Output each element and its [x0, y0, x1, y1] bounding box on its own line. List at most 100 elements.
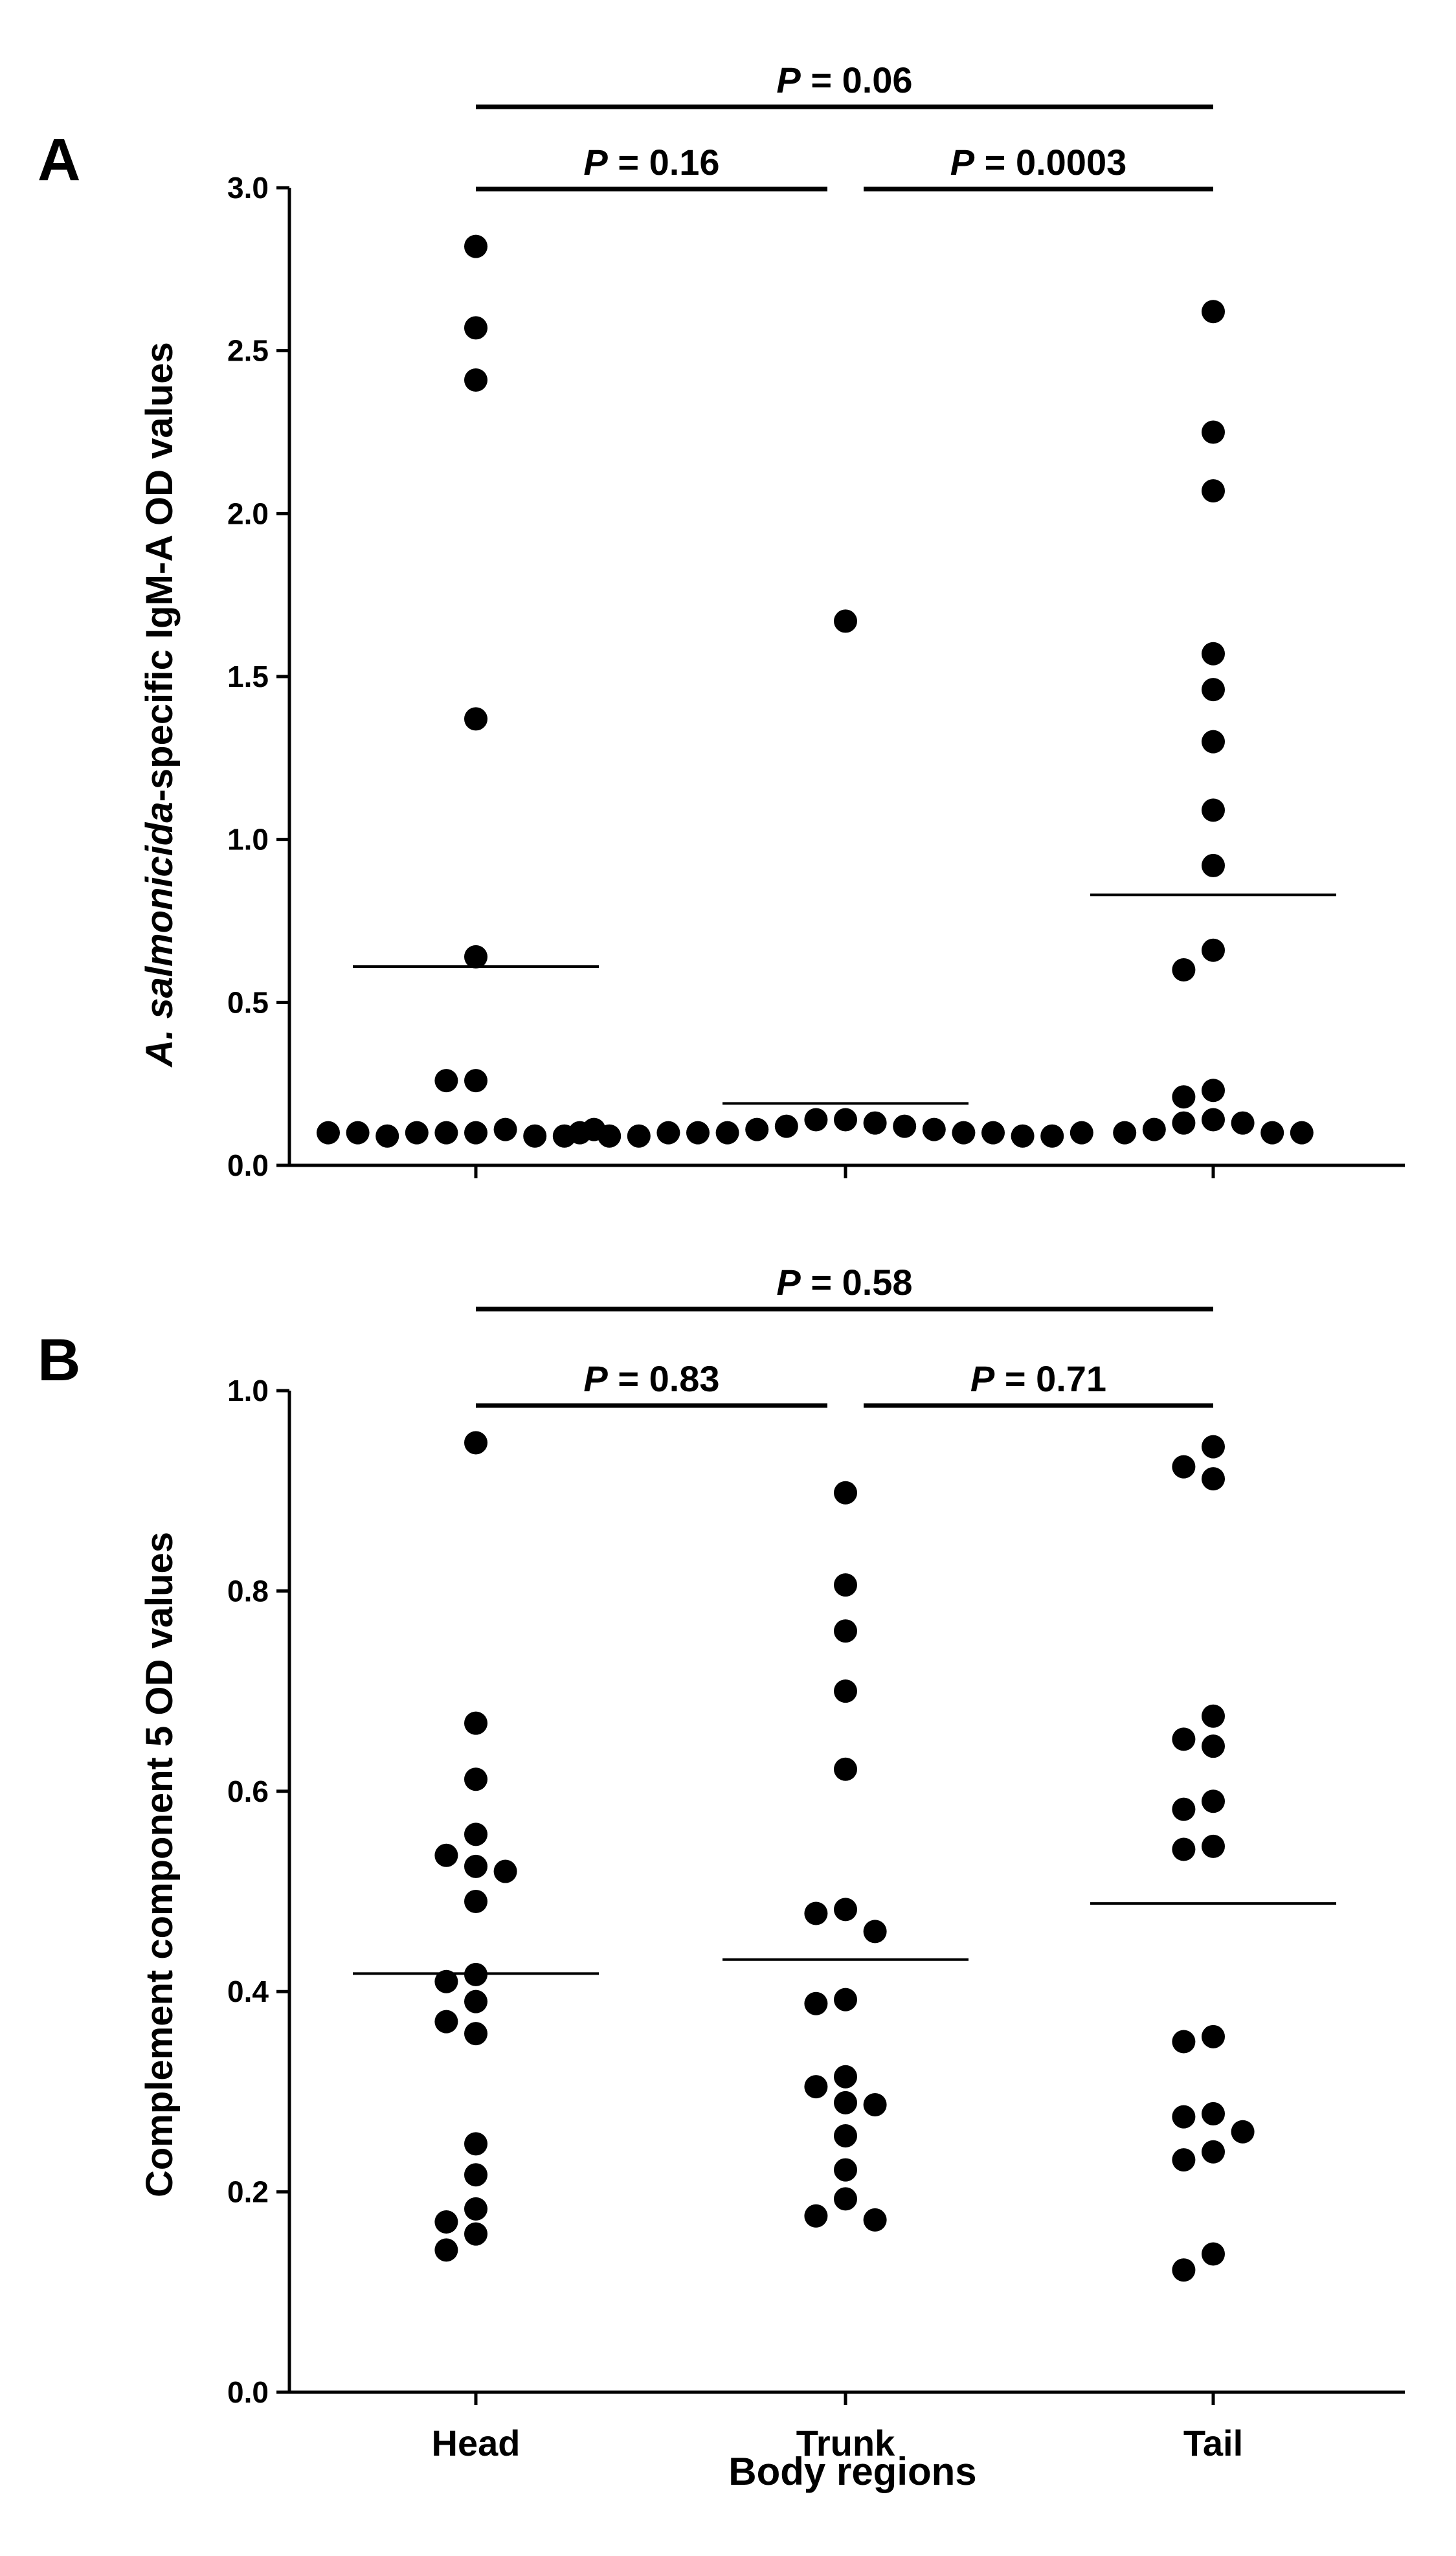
panel-b-point-head: [464, 2132, 487, 2156]
panel-a-point-head: [523, 1124, 547, 1148]
panel-b-point-tail: [1202, 1834, 1225, 1858]
panel-b-point-trunk: [863, 2208, 887, 2232]
panel-a-point-tail: [1202, 300, 1225, 324]
panel-a-point-tail: [1202, 730, 1225, 754]
p-value-text: = 0.16: [608, 142, 720, 183]
panel-b-significance-brackets: P = 0.58P = 0.83 P = 0.71: [476, 1262, 1213, 1408]
panel-a-significance-brackets: P = 0.06 P = 0.16 P = 0.0003: [476, 60, 1213, 192]
panel-a-point-head: [464, 234, 487, 258]
panel-b-point-trunk: [834, 1619, 857, 1643]
p-symbol: P: [776, 1262, 801, 1303]
p-value-text: = 0.83: [608, 1358, 720, 1399]
panel-b-point-trunk: [804, 2075, 828, 2099]
panel-b-y-axis-title-rest: Complement component 5 OD values: [139, 1532, 181, 2197]
panel-a-point-trunk: [863, 1111, 887, 1135]
panel-a-point-trunk: [598, 1124, 622, 1148]
panel-b-point-head: [493, 1859, 517, 1883]
panel-b-point-tail: [1172, 1797, 1196, 1821]
panel-a-p-value-head-tail: P = 0.06: [776, 60, 912, 100]
category-label-trunk: Trunk: [796, 2423, 895, 2463]
panel-b-point-tail: [1172, 1727, 1196, 1751]
panel-a-point-trunk: [952, 1121, 976, 1145]
panel-a-p-value-trunk-tail: P = 0.0003: [950, 142, 1126, 183]
panel-b-letter: B: [38, 1327, 80, 1393]
panel-a-point-tail: [1202, 642, 1225, 666]
panel-b-point-tail: [1202, 1467, 1225, 1491]
p-symbol: P: [970, 1358, 995, 1399]
panel-a-point-trunk: [834, 609, 857, 633]
panel-b-point-tail: [1202, 1789, 1225, 1813]
panel-b-point-tail: [1231, 2120, 1255, 2144]
panel-a-point-head: [346, 1121, 370, 1145]
panel-b-point-head: [464, 1767, 487, 1791]
panel-a-mean-lines: [353, 893, 1336, 1105]
panel-a-point-tail: [1142, 1117, 1166, 1141]
panel-a-y-axis-title-italic: A. salmonicida: [139, 802, 181, 1068]
panel-a-point-head: [493, 1117, 517, 1141]
panel-a-p-value-head-trunk: P = 0.16: [583, 142, 719, 183]
category-label-tail: Tail: [1183, 2423, 1243, 2463]
panel-b-point-head: [434, 2210, 458, 2234]
panel-a-point-head: [434, 1069, 458, 1093]
panel-a-data-points: [317, 234, 1314, 1148]
panel-b-p-value-head-tail: P = 0.58: [776, 1262, 912, 1303]
panel-b-point-trunk: [804, 1991, 828, 2015]
panel-a-axes: [287, 188, 1405, 1167]
panel-b-point-tail: [1202, 2024, 1225, 2048]
panel-b-point-head: [464, 2197, 487, 2221]
panel-b-point-trunk: [834, 1573, 857, 1597]
panel-b-point-trunk: [834, 1481, 857, 1505]
panel-a-y-ticks: 0.0 0.5 1.0 1.5 2.0 2.5 3.0: [227, 171, 1215, 1182]
panel-a-point-trunk: [627, 1124, 651, 1148]
panel-a: A A. salmonicida-specific IgM-A OD value…: [38, 60, 1405, 1182]
panel-b-point-tail: [1202, 2140, 1225, 2164]
panel-a-point-tail: [1202, 479, 1225, 503]
panel-a-point-head: [464, 316, 487, 340]
panel-a-point-head: [317, 1121, 340, 1145]
p-symbol: P: [950, 142, 975, 183]
p-value-text: = 0.58: [801, 1262, 913, 1303]
panel-a-point-trunk: [568, 1121, 592, 1145]
panel-a-y-axis-title: A. salmonicida-specific IgM-A OD values: [139, 342, 181, 1068]
panel-a-letter: A: [38, 127, 80, 193]
panel-a-point-tail: [1172, 958, 1196, 981]
panel-b-point-head: [464, 1990, 487, 2013]
panel-b-y-tick-label: 0.4: [227, 1975, 269, 2008]
panel-b-point-trunk: [834, 2065, 857, 2089]
panel-b-point-tail: [1202, 2102, 1225, 2125]
panel-b-point-trunk: [834, 1757, 857, 1781]
panel-b-point-tail: [1202, 2242, 1225, 2266]
p-symbol: P: [583, 142, 608, 183]
panel-a-point-trunk: [893, 1114, 917, 1138]
panel-b-point-tail: [1172, 1455, 1196, 1479]
panel-a-y-axis-title-rest: -specific IgM-A OD values: [139, 342, 181, 802]
panel-b-point-trunk: [834, 2158, 857, 2182]
panel-b-point-head: [464, 1854, 487, 1878]
panel-b-point-trunk: [863, 2093, 887, 2117]
panel-b-p-value-head-trunk: P = 0.83: [583, 1358, 719, 1399]
panel-b-point-trunk: [804, 1901, 828, 1925]
panel-b-point-head: [464, 2163, 487, 2187]
panel-a-point-tail: [1260, 1121, 1284, 1145]
panel-a-y-tick-label: 1.0: [227, 823, 269, 857]
panel-b-y-axis-title: Complement component 5 OD values: [139, 1532, 181, 2197]
panel-b-point-tail: [1202, 1704, 1225, 1728]
panel-a-y-tick-label: 2.5: [227, 334, 269, 368]
panel-a-point-trunk: [804, 1108, 828, 1132]
panel-a-point-trunk: [1011, 1124, 1035, 1148]
p-symbol: P: [583, 1358, 608, 1399]
panel-b-y-ticks: 0.0 0.2 0.4 0.6 0.8 1.0: [227, 1374, 1215, 2409]
panel-b-point-head: [464, 2022, 487, 2046]
panel-a-point-trunk: [774, 1114, 798, 1138]
panel-a-point-tail: [1172, 1085, 1196, 1109]
panel-a-y-tick-label: 0.0: [227, 1149, 269, 1182]
panel-b-point-tail: [1172, 2148, 1196, 2172]
panel-a-point-tail: [1202, 1108, 1225, 1132]
panel-a-point-tail: [1231, 1111, 1255, 1135]
panel-a-point-head: [464, 945, 487, 969]
panel-b-point-trunk: [834, 2187, 857, 2211]
panel-a-point-trunk: [656, 1121, 680, 1145]
panel-b-point-head: [434, 1843, 458, 1867]
panel-a-point-trunk: [922, 1117, 946, 1141]
panel-a-point-trunk: [834, 1108, 857, 1132]
